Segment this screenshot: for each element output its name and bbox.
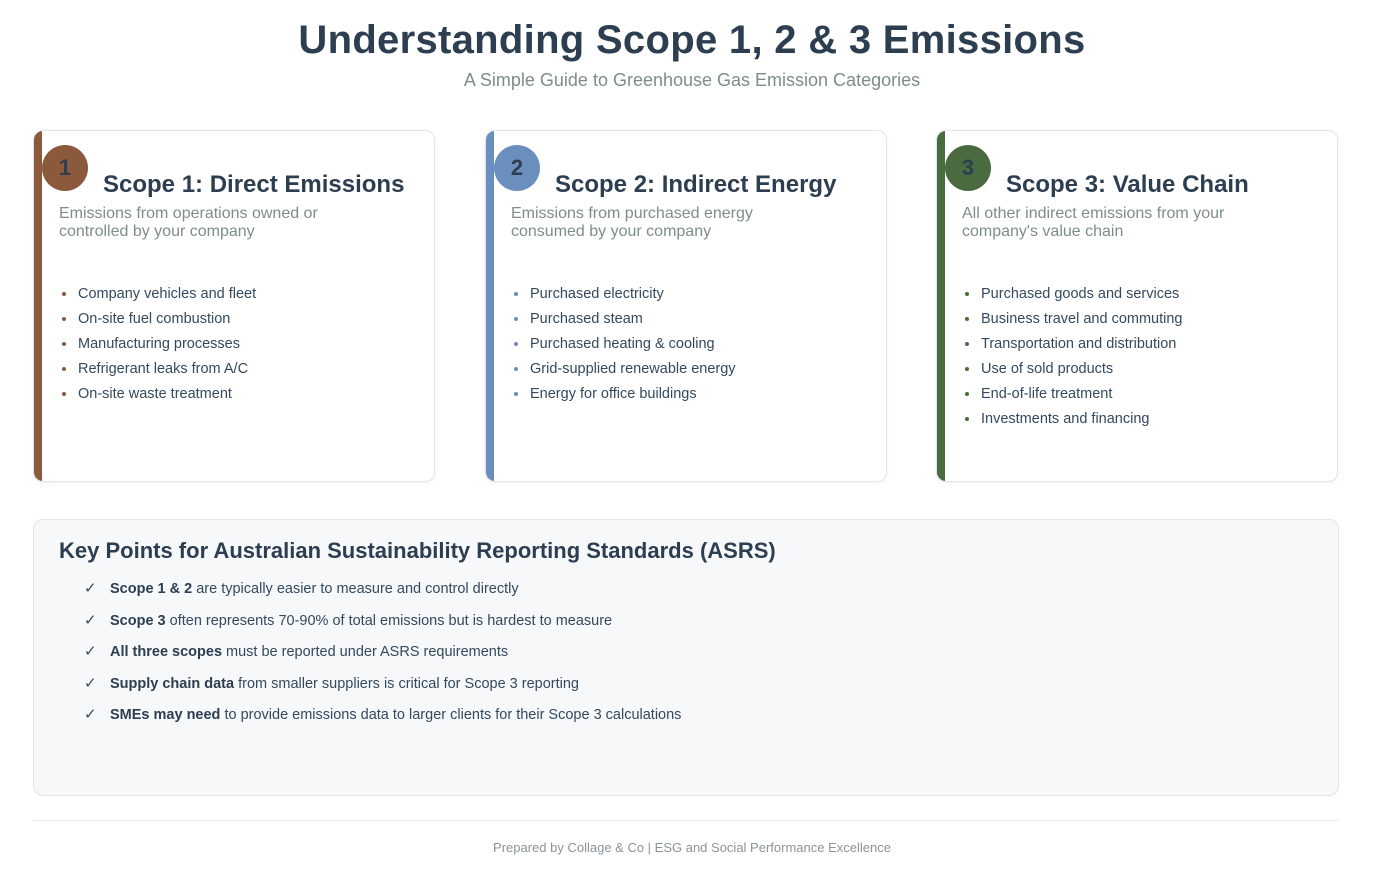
- scope-2-number-badge: 2: [494, 145, 540, 191]
- bullet-icon: [965, 342, 969, 346]
- list-item: On-site fuel combustion: [59, 310, 419, 335]
- scope-2-list: Purchased electricity Purchased steam Pu…: [511, 285, 871, 410]
- scope-3-accent-stripe: [937, 131, 945, 481]
- key-points-panel: Key Points for Australian Sustainability…: [33, 519, 1339, 796]
- key-point-bold: Supply chain data: [110, 675, 235, 692]
- key-point-bold: All three scopes: [110, 644, 223, 660]
- scope-3-number-badge: 3: [945, 145, 991, 191]
- list-item: Transportation and distribution: [962, 335, 1322, 360]
- key-point-bold: Scope 1 & 2: [110, 581, 193, 597]
- list-item: Grid-supplied renewable energy: [511, 360, 871, 385]
- scope-1-accent-stripe: [34, 131, 42, 481]
- scope-1-card: 1 Scope 1: Direct Emissions Emissions fr…: [33, 130, 435, 482]
- key-point-item: ✓ Supply chain data from smaller supplier…: [84, 675, 681, 707]
- page-subtitle: A Simple Guide to Greenhouse Gas Emissio…: [463, 70, 921, 90]
- footer-divider: [33, 820, 1339, 821]
- key-point-item: ✓ Scope 1 & 2 are typically easier to mea…: [84, 580, 681, 612]
- key-point-text: often represents 70-90% of total emissio…: [165, 612, 613, 629]
- scope-2-description: Emissions from purchased energy consumed…: [511, 205, 753, 240]
- scope-2-accent-stripe: [486, 131, 494, 481]
- list-item: Purchased goods and services: [962, 285, 1322, 310]
- list-item: Purchased electricity: [511, 285, 871, 310]
- list-item: End-of-life treatment: [962, 385, 1322, 410]
- bullet-icon: [514, 292, 518, 296]
- scope-1-description: Emissions from operations owned or contr…: [59, 205, 318, 240]
- scope-2-card: 2 Scope 2: Indirect Energy Emissions fro…: [485, 130, 887, 482]
- scope-3-description: All other indirect emissions from your c…: [962, 205, 1225, 240]
- scope-1-number-badge: 1: [42, 145, 88, 191]
- key-point-item: ✓ All three scopes must be reported under…: [84, 643, 681, 675]
- bullet-icon: [965, 392, 969, 396]
- bullet-icon: [965, 292, 969, 296]
- checkmark-icon: ✓: [84, 611, 97, 629]
- bullet-icon: [514, 317, 518, 321]
- key-point-text: from smaller suppliers is critical for S…: [234, 675, 579, 692]
- bullet-icon: [965, 367, 969, 371]
- list-item: Energy for office buildings: [511, 385, 871, 410]
- bullet-icon: [62, 367, 66, 371]
- checkmark-icon: ✓: [84, 580, 97, 597]
- list-item: Purchased steam: [511, 310, 871, 335]
- bullet-icon: [62, 342, 66, 346]
- bullet-icon: [514, 392, 518, 396]
- scope-3-card: 3 Scope 3: Value Chain All other indirec…: [936, 130, 1338, 482]
- list-item: Refrigerant leaks from A/C: [59, 360, 419, 385]
- key-point-item: ✓ Scope 3 often represents 70-90% of tota…: [84, 612, 681, 644]
- list-item: Company vehicles and fleet: [59, 285, 419, 310]
- checkmark-icon: ✓: [84, 674, 97, 692]
- checkmark-icon: ✓: [84, 706, 97, 723]
- checkmark-icon: ✓: [84, 643, 97, 660]
- key-points-list: ✓ Scope 1 & 2 are typically easier to mea…: [84, 580, 681, 738]
- bullet-icon: [62, 317, 66, 321]
- bullet-icon: [514, 342, 518, 346]
- scope-2-title: Scope 2: Indirect Energy: [555, 171, 837, 198]
- list-item: Purchased heating & cooling: [511, 335, 871, 360]
- bullet-icon: [965, 417, 969, 421]
- bullet-icon: [514, 367, 518, 371]
- list-item: Investments and financing: [962, 410, 1322, 435]
- bullet-icon: [965, 317, 969, 321]
- scope-1-list: Company vehicles and fleet On-site fuel …: [59, 285, 419, 410]
- list-item: Manufacturing processes: [59, 335, 419, 360]
- key-point-text: are typically easier to measure and cont…: [192, 581, 519, 597]
- bullet-icon: [62, 392, 66, 396]
- key-point-item: ✓ SMEs may need to provide emissions data…: [84, 706, 681, 738]
- key-point-text: must be reported under ASRS requirements: [222, 644, 509, 660]
- bullet-icon: [62, 292, 66, 296]
- key-point-bold: Scope 3: [110, 612, 166, 629]
- scope-1-title: Scope 1: Direct Emissions: [103, 171, 405, 198]
- scope-3-title: Scope 3: Value Chain: [1006, 171, 1249, 198]
- footer-text: Prepared by Collage & Co | ESG and Socia…: [493, 840, 891, 855]
- list-item: Use of sold products: [962, 360, 1322, 385]
- scope-3-list: Purchased goods and services Business tr…: [962, 285, 1322, 435]
- key-points-title: Key Points for Australian Sustainability…: [59, 538, 776, 563]
- page-title: Understanding Scope 1, 2 & 3 Emissions: [298, 18, 1086, 62]
- list-item: On-site waste treatment: [59, 385, 419, 410]
- key-point-text: to provide emissions data to larger clie…: [220, 707, 682, 723]
- list-item: Business travel and commuting: [962, 310, 1322, 335]
- key-point-bold: SMEs may need: [110, 707, 221, 723]
